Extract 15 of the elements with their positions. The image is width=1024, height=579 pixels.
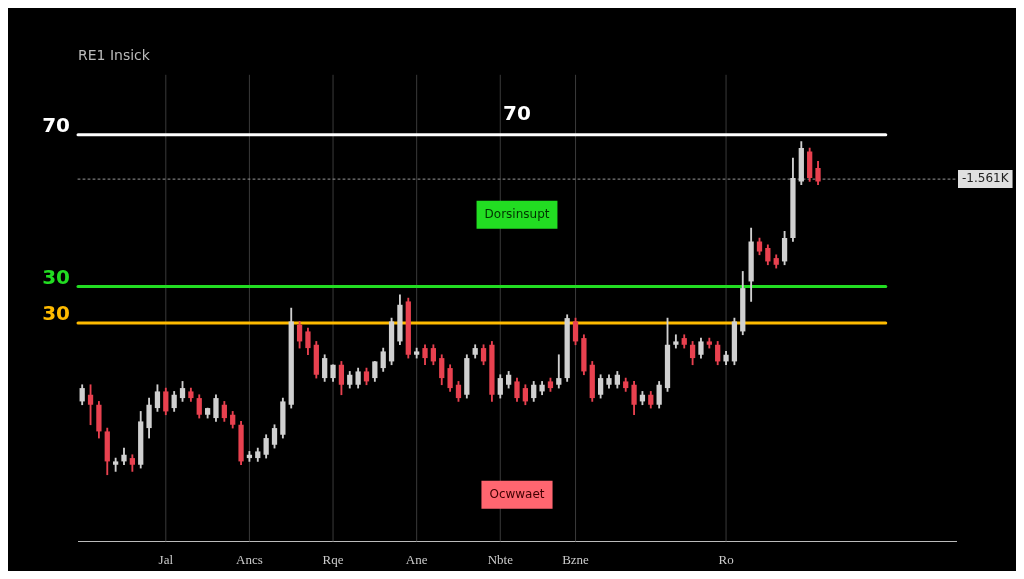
- text: 30: [42, 301, 70, 326]
- x-tick-label: Rqe: [322, 551, 344, 567]
- text: 70: [42, 112, 70, 137]
- x-tick-label: Jal: [158, 551, 174, 567]
- text: 70: [503, 100, 531, 125]
- chart-title: RE1 Insick: [78, 47, 151, 64]
- text: 30: [42, 264, 70, 289]
- x-tick-label: Ro: [718, 551, 734, 567]
- x-tick-label: Ane: [405, 551, 428, 567]
- text: Ocwwaet: [489, 486, 545, 501]
- x-tick-label: Ancs: [236, 551, 263, 567]
- x-tick-label: Bzne: [562, 551, 590, 567]
- ref-line-label: -1.561K: [962, 171, 1010, 186]
- annotation: Dorsinsupt: [484, 206, 550, 221]
- x-tick-label: Nbte: [487, 551, 514, 567]
